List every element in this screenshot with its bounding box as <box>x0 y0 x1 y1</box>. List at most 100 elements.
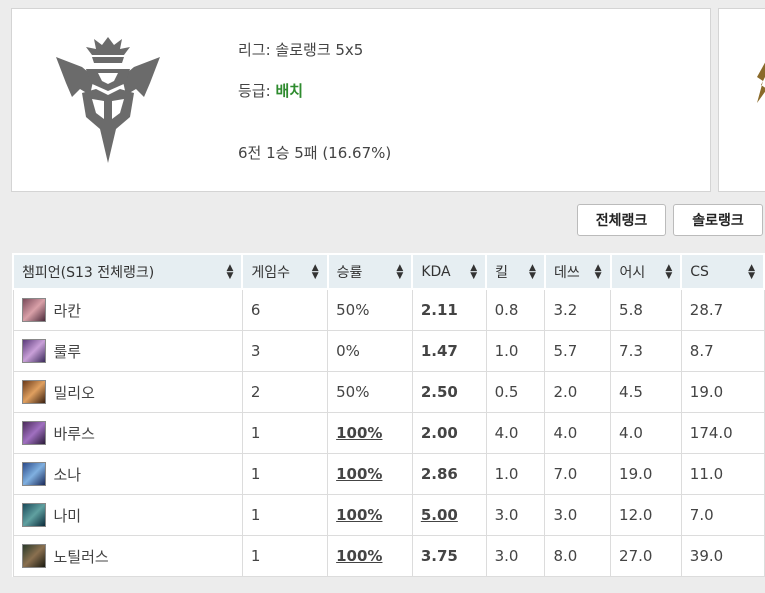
sort-icon: ▲ ▼ <box>529 262 536 281</box>
champion-cell[interactable]: 소나 <box>12 453 243 495</box>
unranked-emblem-icon <box>56 37 160 163</box>
winrate-cell: 0% <box>327 330 413 372</box>
table-row: 룰루 3 0% 1.47 1.0 5.7 7.3 8.7 <box>12 330 765 372</box>
column-header-games[interactable]: 게임수 ▲ ▼ <box>241 253 329 290</box>
winrate-cell: 50% <box>327 288 413 331</box>
cs-cell: 11.0 <box>680 453 765 495</box>
table-row: 밀리오 2 50% 2.50 0.5 2.0 4.5 19.0 <box>12 371 765 413</box>
kills-cell: 0.5 <box>485 371 546 413</box>
kills-cell: 1.0 <box>485 330 546 372</box>
deaths-cell: 8.0 <box>544 535 612 577</box>
sort-icon: ▲ ▼ <box>594 262 602 281</box>
games-cell: 1 <box>241 535 329 577</box>
rank-summary-card: 리그: 솔로랭크 5x5 등급: 배치 6전 1승 5패 (16.67%) <box>11 8 711 192</box>
kda-cell: 2.50 <box>411 371 487 413</box>
winrate-cell: 100% <box>327 453 413 495</box>
column-header-cs[interactable]: CS ▲ ▼ <box>680 253 765 290</box>
column-header-kda[interactable]: KDA ▲ ▼ <box>411 253 488 290</box>
kills-cell: 3.0 <box>485 494 546 536</box>
rank-summary-card-secondary <box>718 8 765 192</box>
kills-cell: 3.0 <box>485 535 546 577</box>
assists-cell: 7.3 <box>610 330 682 372</box>
column-header-winrate[interactable]: 승률 ▲ ▼ <box>326 253 414 290</box>
nami-portrait-icon <box>21 503 46 527</box>
champion-name: 바루스 <box>53 424 95 443</box>
tier-value: 배치 <box>275 82 304 100</box>
column-header-label: 킬 <box>495 264 508 281</box>
column-header-champion[interactable]: 챔피언(S13 전체랭크) ▲ ▼ <box>11 253 244 290</box>
kda-cell: 3.75 <box>411 535 487 577</box>
sort-icon: ▲ ▼ <box>396 262 404 281</box>
win-loss-record: 6전 1승 5패 (16.67%) <box>238 144 392 162</box>
sort-icon: ▲ ▼ <box>665 262 673 281</box>
winrate-cell: 100% <box>327 494 413 536</box>
column-header-label: 데쓰 <box>553 264 580 281</box>
kills-cell: 1.0 <box>485 453 546 495</box>
column-header-kills[interactable]: 킬 ▲ ▼ <box>485 253 546 290</box>
column-header-label: 게임수 <box>251 264 290 281</box>
assists-cell: 19.0 <box>610 453 682 495</box>
table-row: 나미 1 100% 5.00 3.0 3.0 12.0 7.0 <box>12 494 765 536</box>
milio-portrait-icon <box>21 380 46 404</box>
champion-cell[interactable]: 바루스 <box>12 412 243 454</box>
champion-name: 나미 <box>53 506 82 525</box>
table-row: 바루스 1 100% 2.00 4.0 4.0 4.0 174.0 <box>12 412 765 454</box>
deaths-cell: 3.0 <box>544 494 612 536</box>
games-cell: 1 <box>241 412 329 454</box>
champion-name: 라칸 <box>53 301 82 320</box>
kda-cell: 2.86 <box>411 453 487 495</box>
solo-rank-button[interactable]: 솔로랭크 <box>673 204 763 236</box>
cs-cell: 174.0 <box>680 412 765 454</box>
total-rank-button[interactable]: 전체랭크 <box>577 204 666 236</box>
column-header-deaths[interactable]: 데쓰 ▲ ▼ <box>543 253 612 290</box>
deaths-cell: 2.0 <box>544 371 612 413</box>
varus-portrait-icon <box>21 421 46 445</box>
column-header-label: 챔피언(S13 전체랭크) <box>22 264 155 281</box>
cs-cell: 39.0 <box>680 535 765 577</box>
champion-name: 룰루 <box>53 342 82 361</box>
assists-cell: 5.8 <box>610 288 682 331</box>
table-header-row: 챔피언(S13 전체랭크) ▲ ▼ 게임수 ▲ ▼ 승률 ▲ ▼ KDA ▲ ▼ 킬 ▲ ▼ 데쓰 ▲… <box>11 253 765 290</box>
games-cell: 2 <box>241 371 329 413</box>
lulu-portrait-icon <box>21 339 46 363</box>
cs-cell: 19.0 <box>680 371 765 413</box>
assists-cell: 27.0 <box>610 535 682 577</box>
tier-line: 등급: 배치 <box>238 80 303 101</box>
champion-name: 밀리오 <box>53 383 95 402</box>
kills-cell: 4.0 <box>485 412 546 454</box>
kda-cell: 2.11 <box>411 288 487 331</box>
sort-icon: ▲ ▼ <box>748 262 755 281</box>
champion-cell[interactable]: 룰루 <box>12 330 243 372</box>
assists-cell: 4.5 <box>610 371 682 413</box>
assists-cell: 12.0 <box>610 494 682 536</box>
cs-cell: 7.0 <box>680 494 765 536</box>
games-cell: 1 <box>241 494 329 536</box>
kda-cell: 1.47 <box>411 330 487 372</box>
column-header-assists[interactable]: 어시 ▲ ▼ <box>609 253 683 290</box>
deaths-cell: 3.2 <box>544 288 612 331</box>
assists-cell: 4.0 <box>610 412 682 454</box>
tier-label: 등급: <box>238 82 276 100</box>
table-row: 소나 1 100% 2.86 1.0 7.0 19.0 11.0 <box>12 453 765 495</box>
champion-cell[interactable]: 나미 <box>12 494 243 536</box>
sort-icon: ▲ ▼ <box>311 262 319 281</box>
champion-cell[interactable]: 밀리오 <box>12 371 243 413</box>
kda-cell: 5.00 <box>411 494 487 536</box>
winrate-cell: 50% <box>327 371 413 413</box>
games-cell: 3 <box>241 330 329 372</box>
deaths-cell: 5.7 <box>544 330 612 372</box>
table-row: 라칸 6 50% 2.11 0.8 3.2 5.8 28.7 <box>12 288 765 331</box>
league-label: 리그: 솔로랭크 5x5 <box>238 41 364 59</box>
kills-cell: 0.8 <box>485 288 546 331</box>
kda-cell: 2.00 <box>411 412 487 454</box>
gold-emblem-icon <box>757 62 765 103</box>
column-header-label: KDA <box>421 263 451 280</box>
column-header-label: 어시 <box>619 264 646 281</box>
champion-name: 노틸러스 <box>53 547 109 566</box>
cs-cell: 8.7 <box>680 330 765 372</box>
sort-icon: ▲ ▼ <box>226 262 234 281</box>
champion-cell[interactable]: 노틸러스 <box>12 535 243 577</box>
champion-cell[interactable]: 라칸 <box>12 288 243 331</box>
cs-cell: 28.7 <box>680 288 765 331</box>
champion-stats-table: 챔피언(S13 전체랭크) ▲ ▼ 게임수 ▲ ▼ 승률 ▲ ▼ KDA ▲ ▼ 킬 ▲ ▼ 데쓰 ▲… <box>11 253 765 577</box>
